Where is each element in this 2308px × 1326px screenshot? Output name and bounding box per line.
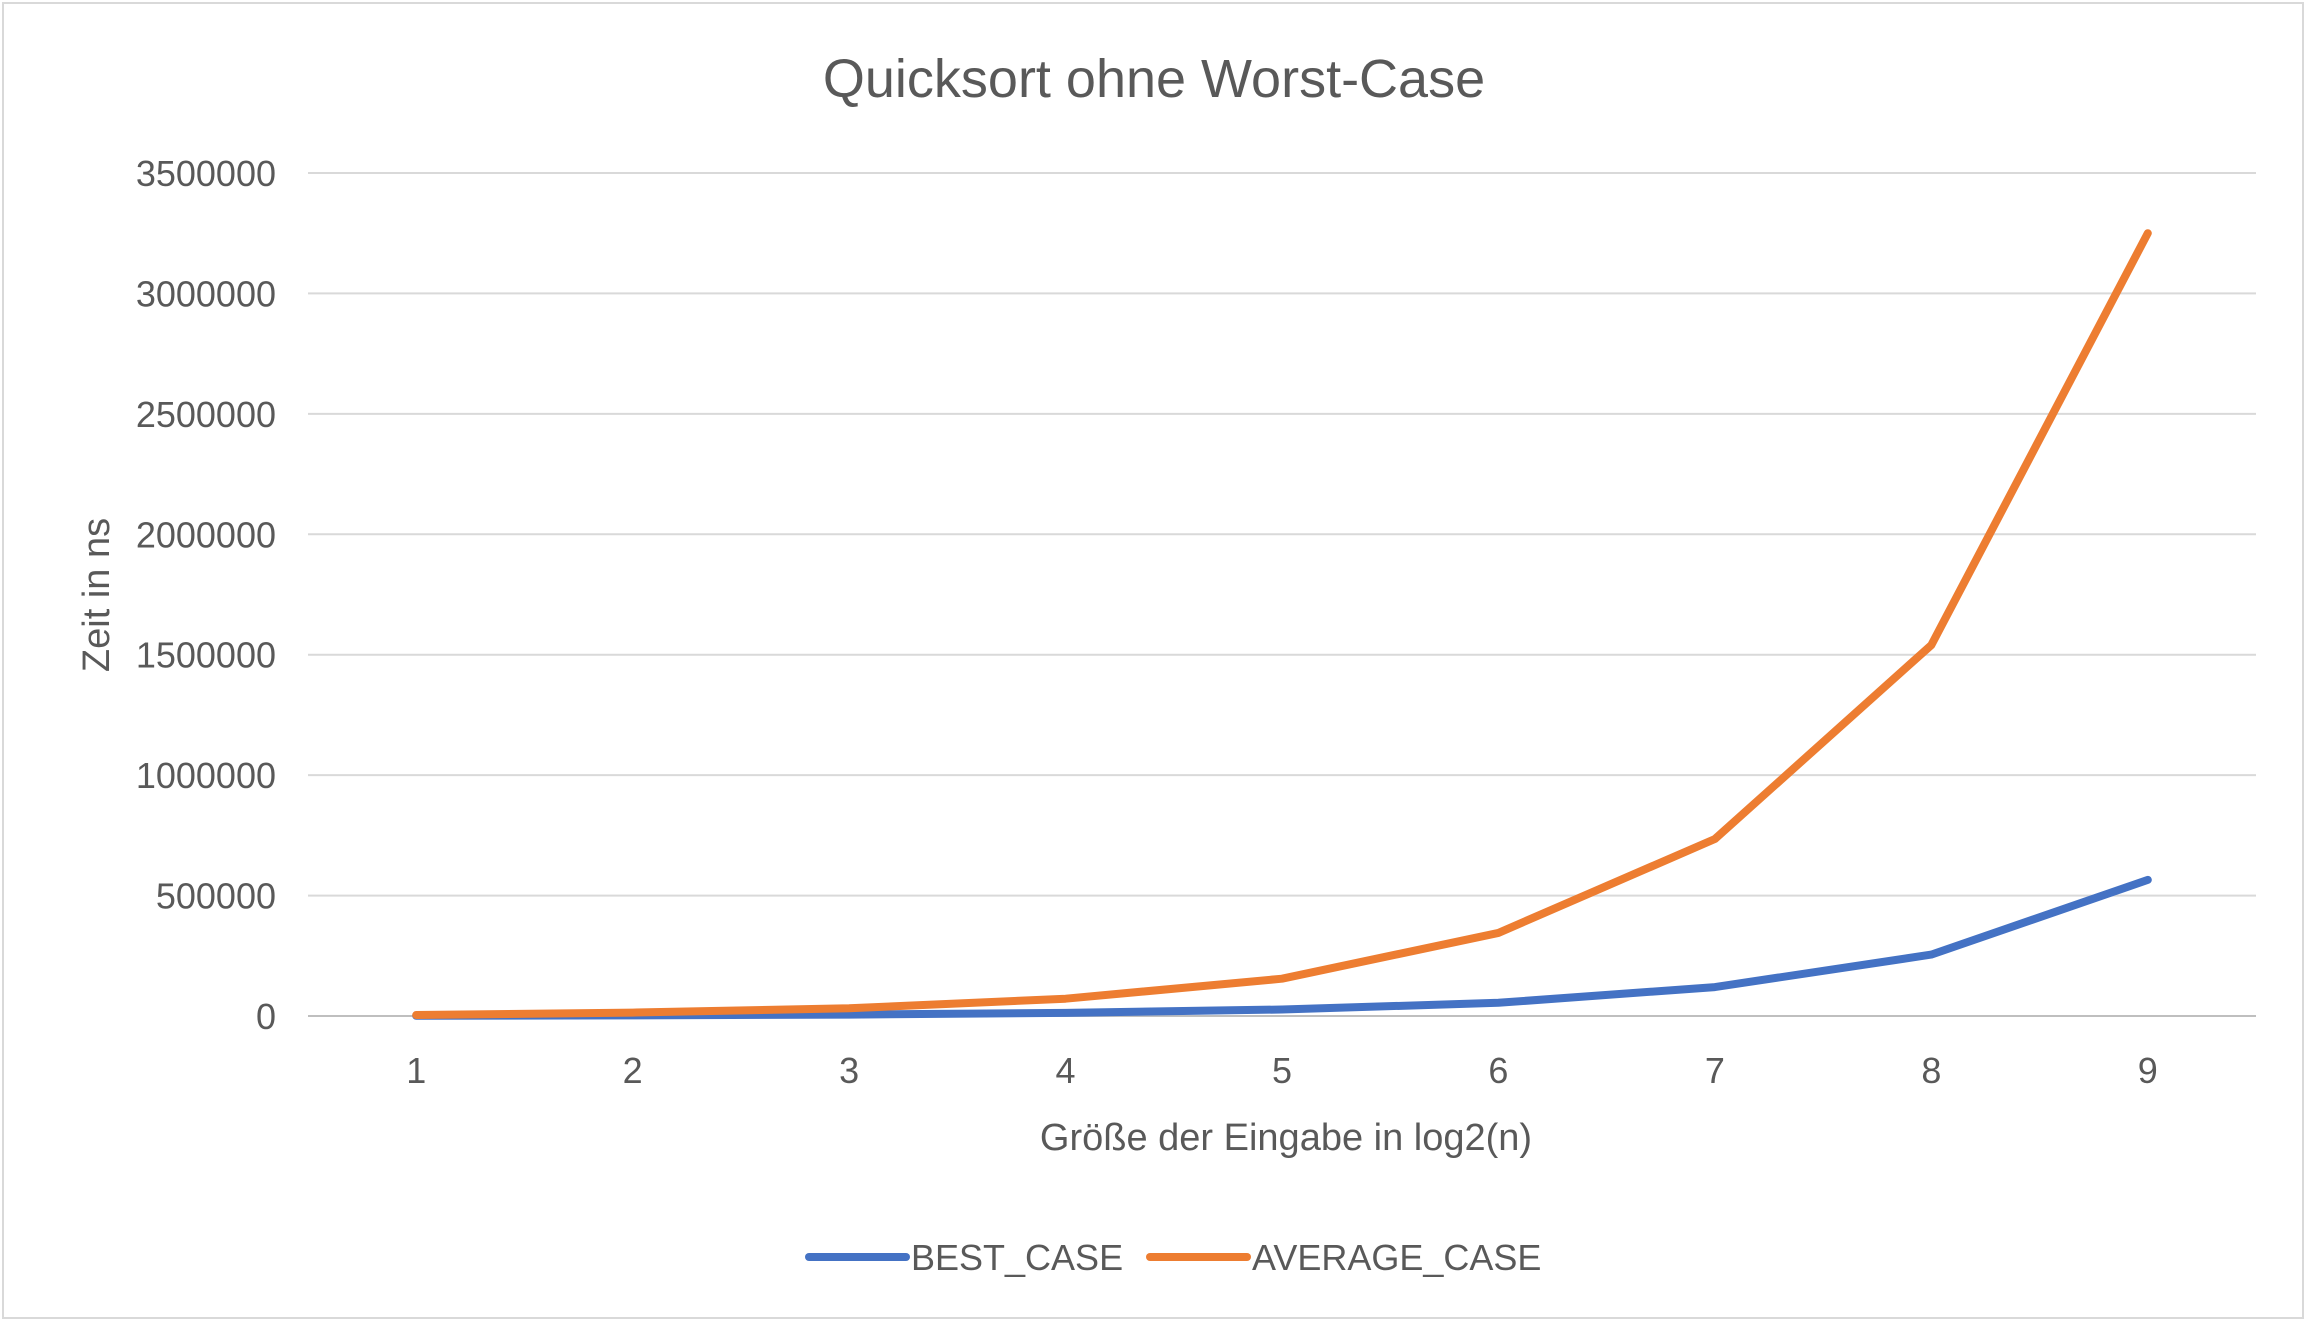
y-tick-label: 3000000	[136, 273, 276, 314]
series-lines	[412, 229, 2152, 1020]
x-tick-label: 1	[406, 1050, 426, 1091]
gridlines	[308, 172, 2256, 1017]
line-chart: Quicksort ohne Worst-Case 0 500000 1000000…	[76, 49, 2256, 1278]
y-tick-label: 2000000	[136, 514, 276, 555]
x-tick-label: 8	[1921, 1050, 1941, 1091]
x-tick-label: 9	[2138, 1050, 2158, 1091]
chart-title: Quicksort ohne Worst-Case	[823, 49, 1485, 109]
y-tick-label: 1500000	[136, 635, 276, 676]
y-axis-tick-labels: 0 500000 1000000 1500000 2000000 2500000 30000…	[136, 153, 276, 1037]
y-tick-label: 2500000	[136, 394, 276, 435]
y-tick-label: 500000	[156, 876, 276, 917]
legend-label: AVERAGE_CASE	[1252, 1237, 1541, 1278]
x-tick-label: 4	[1056, 1050, 1076, 1091]
x-tick-label: 7	[1705, 1050, 1725, 1091]
y-axis-title: Zeit in ns	[76, 518, 118, 672]
legend-label: BEST_CASE	[911, 1237, 1123, 1278]
y-tick-label: 3500000	[136, 153, 276, 194]
y-tick-label: 1000000	[136, 755, 276, 796]
y-tick-label: 0	[256, 996, 276, 1037]
legend: BEST_CASE AVERAGE_CASE	[805, 1237, 1541, 1278]
x-tick-label: 6	[1488, 1050, 1508, 1091]
series-line-best-case	[412, 875, 2152, 1020]
series-line-average-case	[412, 229, 2152, 1019]
x-tick-label: 2	[623, 1050, 643, 1091]
x-tick-label: 3	[839, 1050, 859, 1091]
x-axis-title: Größe der Eingabe in log2(n)	[1040, 1117, 1532, 1159]
x-tick-label: 5	[1272, 1050, 1292, 1091]
x-axis-tick-labels: 1 2 3 4 5 6 7 8 9	[406, 1050, 2158, 1091]
